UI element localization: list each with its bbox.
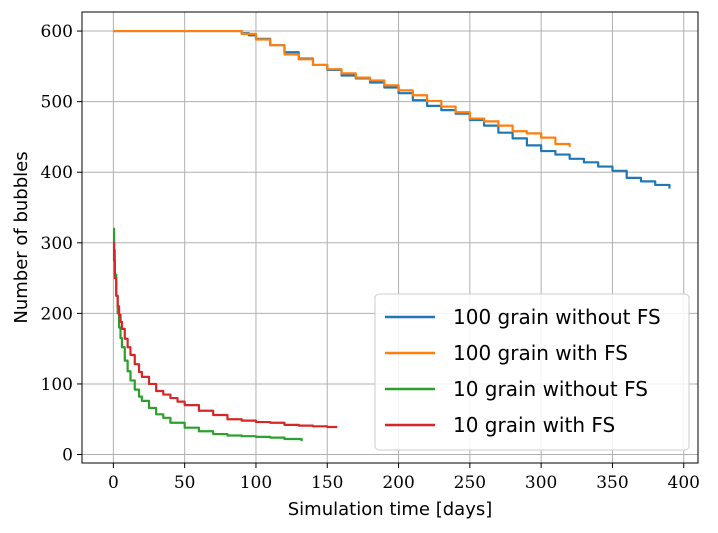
series-line-4 bbox=[112, 241, 338, 429]
x-tick-label: 250 bbox=[454, 473, 486, 493]
legend: 100 grain without FS 100 grain with FS 10 … bbox=[374, 293, 690, 451]
y-tick-label: 600 bbox=[41, 22, 73, 42]
y-tick-label: 300 bbox=[41, 234, 73, 254]
x-tick-label: 0 bbox=[108, 473, 119, 493]
y-axis-label: Number of bubbles bbox=[11, 151, 32, 323]
y-tick-label: 400 bbox=[41, 163, 73, 183]
x-tick-label: 400 bbox=[668, 473, 700, 493]
x-tick-label: 100 bbox=[240, 473, 272, 493]
x-tick-label: 350 bbox=[596, 473, 628, 493]
x-tick-label: 200 bbox=[382, 473, 414, 493]
x-tick-label: 50 bbox=[174, 473, 196, 493]
y-tick-label: 0 bbox=[62, 446, 73, 466]
y-tick-label: 500 bbox=[41, 93, 73, 113]
legend-label: 100 grain with FS bbox=[453, 341, 628, 365]
series-line-1 bbox=[113, 29, 671, 189]
legend-label: 10 grain with FS bbox=[453, 413, 615, 437]
y-tick-label: 100 bbox=[41, 375, 73, 395]
series-line-2 bbox=[113, 29, 571, 147]
y-tick-label: 200 bbox=[41, 304, 73, 324]
series-line-3 bbox=[112, 227, 303, 442]
x-axis-label: Simulation time [days] bbox=[288, 499, 493, 520]
x-tick-label: 300 bbox=[525, 473, 557, 493]
grid bbox=[82, 12, 698, 463]
plot-frame bbox=[81, 11, 699, 464]
series-lines bbox=[112, 29, 671, 442]
axis-ticks: 0 50 100 150 200 250 300 350 400 0 100 200 300 400 500… bbox=[41, 22, 700, 493]
x-tick-label: 150 bbox=[311, 473, 343, 493]
legend-box bbox=[374, 293, 690, 451]
legend-label: 10 grain without FS bbox=[453, 377, 648, 401]
legend-label: 100 grain without FS bbox=[453, 305, 661, 329]
